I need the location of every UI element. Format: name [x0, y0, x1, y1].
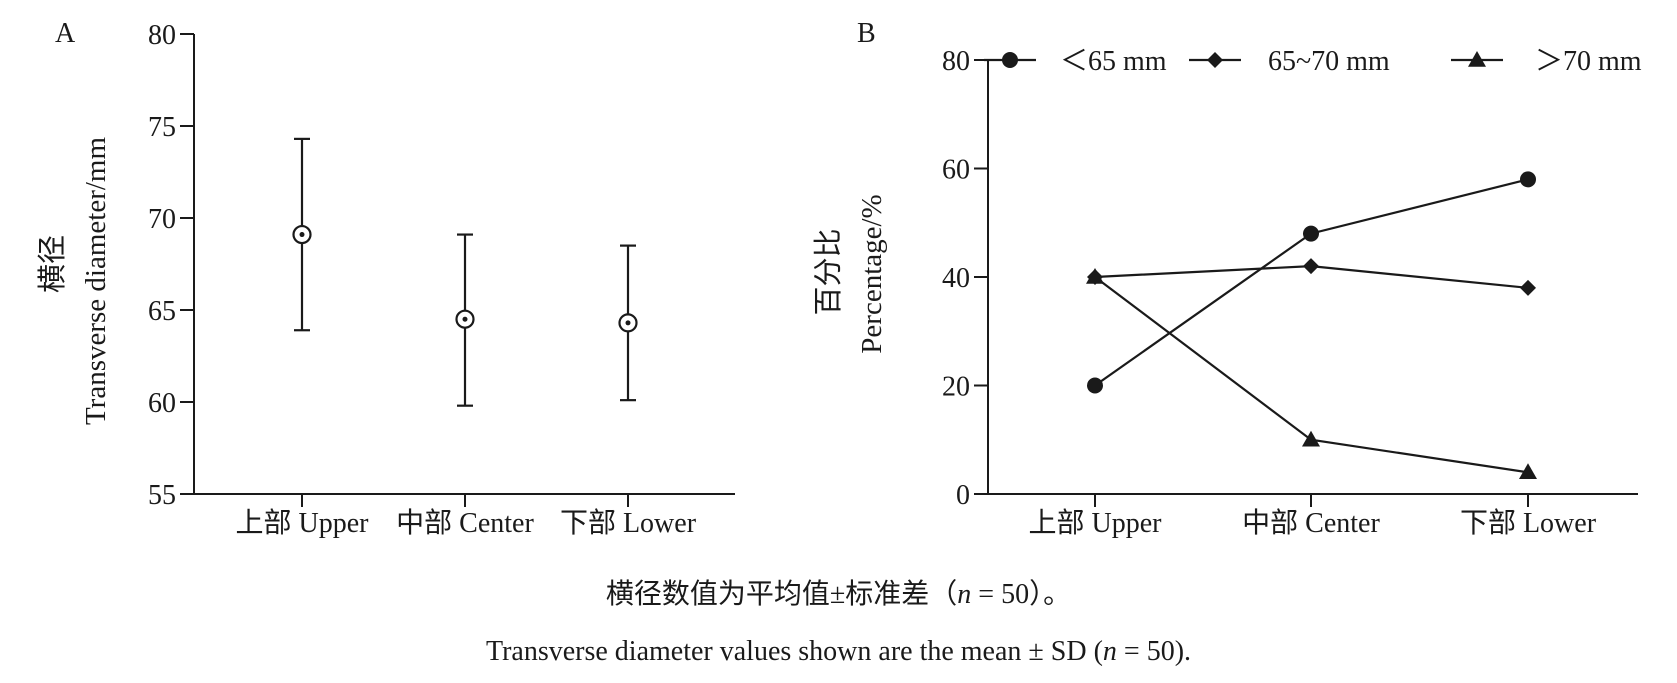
legend-marker-triangle	[1468, 51, 1486, 67]
x-tick-label-b-0: 上部 Upper	[1029, 507, 1163, 539]
mean-dot-1	[462, 316, 468, 322]
series-diamond	[1087, 258, 1536, 296]
point-circle-2	[1520, 171, 1536, 188]
caption-en-n: n	[1102, 636, 1117, 667]
legend-item-diamond: 65~70 mm	[1189, 46, 1390, 77]
x-ticks-b: 上部 Upper 中部 Center 下部 Lower	[1029, 494, 1597, 539]
x-ticks-a: 上部 Upper 中部 Center 下部 Lower	[236, 494, 697, 539]
errorbar-marks-a	[292, 137, 638, 407]
y-axis-label-a-zh: 横径	[36, 235, 69, 293]
line-series-b	[1086, 171, 1537, 480]
y-axis-label-a-en: Transverse diameter/mm	[80, 137, 112, 426]
y-tick-label-b-4: 80	[942, 46, 970, 77]
legend-label-circle: ＜65 mm	[1060, 46, 1167, 77]
y-axis-label-b-zh: 百分比	[812, 228, 845, 315]
y-tick-label-a-1: 60	[148, 388, 176, 419]
legend-b: ＜65 mm 65~70 mm ＞70 mm	[984, 46, 1642, 77]
y-tick-label-a-3: 70	[148, 204, 176, 235]
y-tick-label-b-0: 0	[956, 480, 970, 511]
x-tick-label-b-2: 下部 Lower	[1460, 507, 1597, 539]
panel-label-a: A	[55, 18, 76, 49]
y-tick-label-a-2: 65	[148, 296, 176, 327]
caption-zh-n: n	[957, 579, 972, 610]
mean-dot-0	[299, 232, 305, 238]
errorbar-2	[618, 244, 638, 402]
caption-en: Transverse diameter values shown are the…	[0, 636, 1677, 668]
point-circle-1	[1303, 225, 1319, 242]
legend-marker-diamond	[1207, 52, 1223, 68]
x-tick-label-a-1: 中部 Center	[396, 507, 534, 539]
point-circle-0	[1087, 377, 1103, 394]
legend-item-circle: ＜65 mm	[984, 46, 1167, 77]
legend-label-triangle: ＞70 mm	[1535, 46, 1642, 77]
y-tick-label-a-4: 75	[148, 112, 176, 143]
caption-zh-text: 横径数值为平均值±标准差（	[605, 579, 958, 610]
point-diamond-1	[1303, 258, 1319, 275]
caption-zh: 横径数值为平均值±标准差（n = 50）。	[0, 572, 1677, 612]
y-tick-label-b-2: 40	[942, 263, 970, 294]
y-tick-label-b-1: 20	[942, 372, 970, 403]
series-circle	[1087, 171, 1536, 394]
point-triangle-0	[1086, 268, 1104, 284]
x-tick-label-a-2: 下部 Lower	[560, 507, 697, 539]
panel-a: A 55 60 65 70 75 80 上部 Upper 中部 Center 下部 Lower…	[36, 18, 735, 539]
mean-dot-2	[625, 320, 631, 326]
errorbar-1	[455, 233, 475, 407]
errorbar-0	[292, 137, 312, 332]
point-triangle-2	[1519, 463, 1537, 480]
panel-b: B 0 20 40 60 80 上部 Upper 中部 Center 下部 Lower ＜6…	[812, 18, 1642, 539]
panel-label-b: B	[857, 18, 876, 49]
series-triangle	[1086, 268, 1537, 480]
y-tick-label-a-5: 80	[148, 20, 176, 51]
legend-label-diamond: 65~70 mm	[1268, 46, 1390, 77]
point-triangle-1	[1302, 430, 1320, 447]
x-tick-label-a-0: 上部 Upper	[236, 507, 370, 539]
y-tick-label-b-3: 60	[942, 155, 970, 186]
point-diamond-2	[1520, 279, 1536, 296]
y-ticks-b: 0 20 40 60 80	[942, 46, 988, 511]
legend-item-triangle: ＞70 mm	[1451, 46, 1642, 77]
y-axis-label-b-en: Percentage/%	[856, 194, 888, 353]
y-ticks-a: 55 60 65 70 75 80	[148, 20, 194, 511]
caption-en-rest: = 50).	[1116, 636, 1192, 667]
legend-marker-circle	[1002, 52, 1018, 68]
y-tick-label-a-0: 55	[148, 480, 176, 511]
x-tick-label-b-1: 中部 Center	[1242, 507, 1380, 539]
caption-zh-rest: = 50）。	[971, 579, 1072, 610]
caption-en-text: Transverse diameter values shown are the…	[485, 636, 1103, 667]
